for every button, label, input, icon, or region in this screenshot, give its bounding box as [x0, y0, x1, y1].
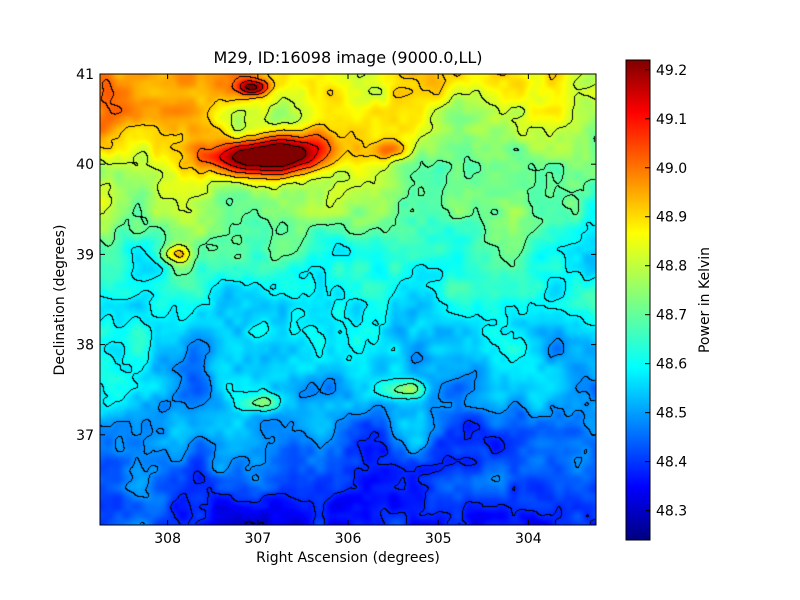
y-tick-label: 39 — [76, 247, 94, 263]
x-tick-label: 308 — [154, 531, 181, 547]
colorbar-tick-label: 48.4 — [656, 455, 687, 471]
y-tick-label: 38 — [76, 338, 94, 354]
chart-title: M29, ID:16098 image (9000.0,LL) — [213, 48, 482, 67]
x-tick-label: 305 — [425, 531, 452, 547]
x-tick-label: 304 — [515, 531, 542, 547]
colorbar-tick-label: 49.1 — [656, 112, 687, 128]
x-axis-ticks: 308 307 306 305 304 — [154, 74, 542, 547]
colorbar-label: Power in Kelvin — [697, 247, 713, 353]
colorbar-tick-label: 48.3 — [656, 504, 687, 520]
colorbar-tick-label: 48.7 — [656, 308, 687, 324]
y-tick-label: 41 — [76, 67, 94, 83]
colorbar-tick-label: 48.8 — [656, 259, 687, 275]
x-tick-label: 306 — [335, 531, 362, 547]
colorbar-tick-label: 48.9 — [656, 210, 687, 226]
colorbar-tick-label: 49.0 — [656, 161, 687, 177]
y-axis-label: Declination (degrees) — [52, 225, 68, 376]
y-tick-label: 40 — [76, 157, 94, 173]
colorbar-ticks: 48.3 48.4 48.5 48.6 48.7 48.8 48.9 49.0 49.1 49.2 — [645, 63, 687, 520]
x-axis-label: Right Ascension (degrees) — [256, 550, 440, 566]
colorbar-tick-label: 48.5 — [656, 406, 687, 422]
y-axis-ticks: 37 38 39 40 41 — [76, 67, 596, 444]
colorbar-tick-label: 48.6 — [656, 357, 687, 373]
heatmap-image — [100, 74, 596, 525]
colorbar — [625, 59, 651, 541]
y-tick-label: 37 — [76, 428, 94, 444]
colorbar-tick-label: 49.2 — [656, 63, 687, 79]
x-tick-label: 307 — [244, 531, 271, 547]
